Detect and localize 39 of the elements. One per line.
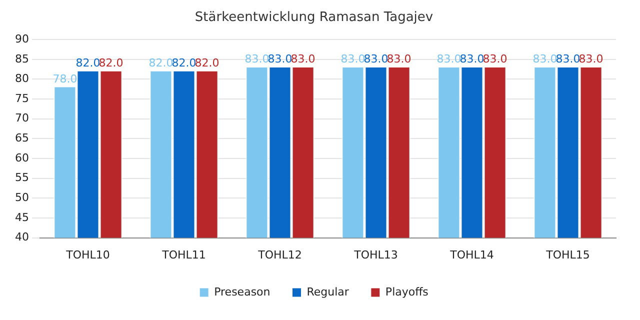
data-label: 83.0 bbox=[532, 52, 558, 66]
y-tick-label: 80 bbox=[14, 72, 29, 86]
data-label: 83.0 bbox=[340, 52, 366, 66]
x-tick-label: TOHL15 bbox=[545, 248, 590, 262]
data-label: 82.0 bbox=[172, 56, 196, 70]
data-label: 82.0 bbox=[194, 56, 220, 70]
y-tick-label: 45 bbox=[14, 210, 29, 224]
legend-label: Playoffs bbox=[385, 285, 429, 298]
data-label: 78.0 bbox=[52, 72, 78, 86]
data-label: 83.0 bbox=[290, 52, 316, 66]
y-tick-label: 70 bbox=[14, 112, 29, 125]
y-tick-label: 90 bbox=[14, 32, 29, 46]
data-label: 83.0 bbox=[460, 52, 484, 66]
y-tick-label: 65 bbox=[14, 132, 29, 145]
y-tick-label: 60 bbox=[14, 151, 29, 164]
data-label: 83.0 bbox=[386, 52, 412, 66]
y-tick-label: 75 bbox=[14, 92, 29, 105]
data-label: 83.0 bbox=[578, 52, 604, 66]
x-tick-label: TOHL12 bbox=[257, 248, 302, 262]
data-label: 82.0 bbox=[148, 56, 174, 70]
data-label: 83.0 bbox=[556, 52, 580, 66]
y-tick-label: 55 bbox=[14, 171, 29, 184]
x-tick-label: TOHL13 bbox=[353, 248, 398, 262]
y-tick-label: 85 bbox=[14, 52, 29, 66]
x-tick-label: TOHL11 bbox=[161, 248, 206, 262]
y-tick-label: 40 bbox=[14, 230, 29, 244]
legend-label: Regular bbox=[306, 285, 350, 298]
x-tick-label: TOHL10 bbox=[65, 248, 110, 262]
data-label: 83.0 bbox=[244, 52, 270, 66]
data-label: 83.0 bbox=[436, 52, 462, 66]
data-label: 83.0 bbox=[268, 52, 292, 66]
data-label: 83.0 bbox=[364, 52, 388, 66]
data-label: 83.0 bbox=[482, 52, 508, 66]
y-tick-label: 50 bbox=[14, 191, 29, 204]
data-label: 82.0 bbox=[98, 56, 124, 70]
x-tick-label: TOHL14 bbox=[449, 248, 494, 262]
data-label: 82.0 bbox=[76, 56, 100, 70]
legend-label: Preseason bbox=[214, 285, 270, 298]
chart-title: Stärkeentwicklung Ramasan Tagajev bbox=[194, 10, 434, 26]
